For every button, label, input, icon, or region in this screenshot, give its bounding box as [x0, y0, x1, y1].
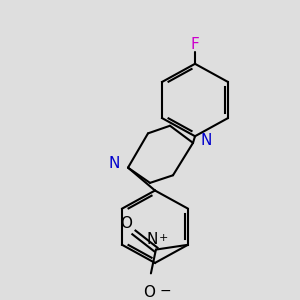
Text: F: F: [190, 38, 200, 52]
Text: N: N: [146, 232, 158, 247]
Text: N: N: [201, 134, 212, 148]
Text: −: −: [159, 284, 171, 298]
Text: N: N: [109, 156, 120, 171]
Text: O: O: [143, 285, 155, 300]
Text: +: +: [159, 233, 169, 243]
Text: O: O: [120, 215, 132, 230]
